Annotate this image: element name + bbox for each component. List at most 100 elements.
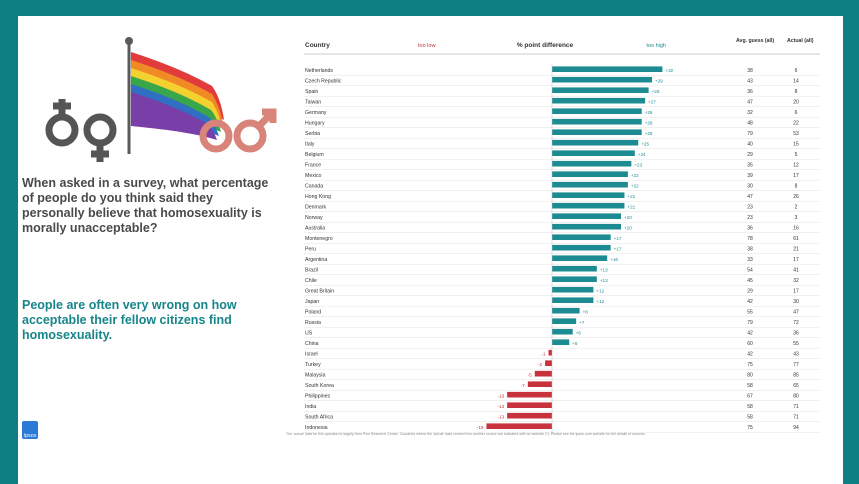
country-label: Peru — [305, 247, 316, 253]
value-label: +21 — [627, 204, 635, 209]
value-label: +32 — [665, 68, 673, 73]
value-label: -13 — [498, 393, 505, 398]
difference-bar — [552, 66, 663, 72]
guess-value: 32 — [747, 110, 753, 116]
value-label: +24 — [638, 152, 646, 157]
value-label: -19 — [477, 425, 484, 430]
country-label: Norway — [305, 215, 323, 221]
guess-value: 48 — [747, 121, 753, 127]
country-label: Mexico — [305, 173, 322, 179]
guess-value: 60 — [747, 341, 753, 347]
country-label: Malaysia — [305, 373, 326, 379]
guess-value: 79 — [747, 131, 753, 137]
actual-value: 6 — [795, 68, 798, 74]
value-label: +12 — [596, 288, 604, 293]
guess-value: 39 — [747, 173, 753, 179]
value-label: +29 — [655, 78, 663, 83]
guess-value: 23 — [747, 215, 753, 221]
difference-bar — [552, 297, 594, 303]
answer-statement: People are often very wrong on how accep… — [22, 298, 237, 342]
actual-value: 71 — [793, 404, 799, 410]
country-label: Denmark — [305, 205, 326, 211]
actual-value: 53 — [793, 131, 799, 137]
difference-bar — [552, 244, 611, 251]
guess-value: 35 — [747, 163, 753, 169]
difference-bar — [507, 391, 552, 398]
country-label: France — [305, 163, 321, 169]
value-label: +21 — [627, 194, 635, 199]
guess-value: 23 — [747, 205, 753, 211]
country-label: Brazil — [305, 268, 318, 274]
difference-bar — [507, 402, 552, 408]
header-too-high: too high — [646, 43, 666, 49]
difference-bar — [552, 160, 632, 167]
actual-value: 6 — [795, 110, 798, 116]
country-label: China — [305, 341, 319, 347]
value-label: +13 — [600, 278, 608, 283]
country-label: Poland — [305, 310, 321, 316]
guess-value: 58 — [747, 383, 753, 389]
difference-bar — [552, 286, 594, 293]
guess-value: 78 — [747, 236, 753, 242]
value-label: +20 — [624, 215, 632, 220]
guess-value: 36 — [747, 226, 753, 232]
difference-bar — [486, 423, 552, 429]
country-label: Germany — [305, 110, 327, 116]
actual-value: 85 — [793, 373, 799, 379]
difference-bar — [534, 370, 552, 377]
difference-bar — [552, 255, 608, 261]
actual-value: 61 — [793, 236, 799, 242]
value-label: +20 — [624, 225, 632, 230]
guess-value: 45 — [747, 278, 753, 284]
country-label: Chile — [305, 278, 317, 284]
actual-value: 14 — [793, 79, 799, 85]
value-label: +22 — [631, 173, 639, 178]
guess-value: 42 — [747, 352, 753, 358]
actual-value: 16 — [793, 226, 799, 232]
ipsos-logo: Ipsos — [22, 421, 38, 439]
country-label: Czech Republic — [305, 79, 342, 85]
difference-bar — [552, 202, 625, 209]
value-label: -1 — [541, 351, 546, 356]
difference-bar — [548, 349, 552, 356]
actual-value: 55 — [793, 341, 799, 347]
country-label: Serbia — [305, 131, 320, 137]
difference-bar — [552, 276, 597, 282]
value-label: +17 — [614, 236, 622, 241]
difference-bar — [552, 171, 628, 177]
value-label: +22 — [631, 183, 639, 188]
difference-bar — [552, 318, 577, 324]
difference-bar — [552, 234, 611, 240]
difference-bar — [552, 307, 580, 314]
guess-value: 42 — [747, 299, 753, 305]
country-label: Netherlands — [305, 68, 333, 74]
header-actual: Actual (all) — [787, 38, 814, 44]
value-label: -2 — [538, 362, 543, 367]
header-too-low: too low — [418, 43, 435, 49]
actual-value: 22 — [793, 121, 799, 127]
logo-text: Ipsos — [23, 433, 37, 439]
value-label: +25 — [641, 141, 649, 146]
country-label: Taiwan — [305, 100, 321, 106]
country-label: India — [305, 404, 316, 410]
actual-value: 5 — [795, 152, 798, 158]
actual-value: 17 — [793, 173, 799, 179]
actual-value: 12 — [793, 163, 799, 169]
country-label: Japan — [305, 299, 319, 305]
header-avg-guess: Avg. guess (all) — [736, 38, 774, 44]
country-label: South Africa — [305, 415, 333, 421]
country-label: Philippines — [305, 394, 330, 400]
actual-value: 43 — [793, 352, 799, 358]
country-label: Great Britain — [305, 289, 334, 295]
value-label: +8 — [583, 309, 589, 314]
value-label: -13 — [498, 404, 505, 409]
actual-value: 72 — [793, 320, 799, 326]
venus-symbol-icon — [45, 99, 117, 162]
country-label: Belgium — [305, 152, 324, 158]
actual-value: 15 — [793, 142, 799, 148]
guess-value: 29 — [747, 152, 753, 158]
difference-bar — [552, 76, 653, 83]
country-label: Israel — [305, 352, 318, 358]
country-label: Spain — [305, 89, 318, 95]
bottom-strip — [18, 460, 843, 484]
